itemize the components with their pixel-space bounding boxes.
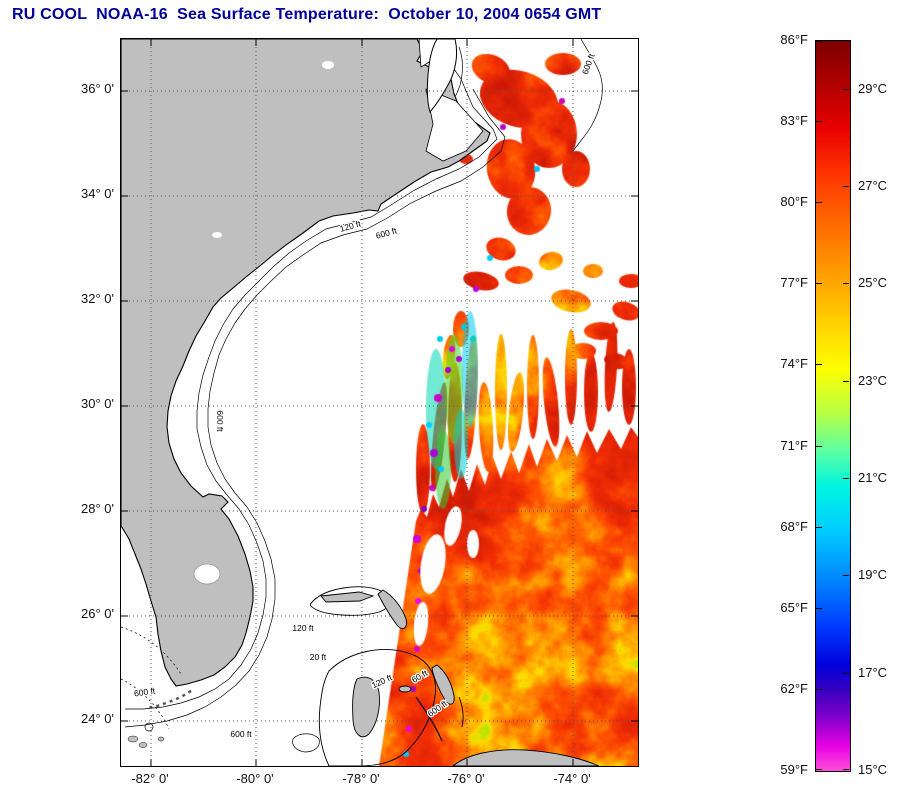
new-providence-island xyxy=(398,685,412,693)
colorbar-c-label: 29°C xyxy=(858,80,888,96)
colorbar-tick xyxy=(816,526,822,528)
colorbar-f-label: 77°F xyxy=(780,275,808,291)
land-group xyxy=(121,39,491,710)
coastline-land xyxy=(121,39,491,687)
contour-label: 600 ft xyxy=(133,686,156,699)
cat-island xyxy=(458,696,464,728)
islands xyxy=(127,586,600,766)
lake-okeechobee xyxy=(193,563,221,585)
colorbar-tick xyxy=(816,445,822,447)
little-bahama-bank xyxy=(309,586,391,616)
contour-label: 600 ft xyxy=(215,410,225,432)
colorbar-tick xyxy=(816,202,822,204)
colorbar-c-label: 15°C xyxy=(858,762,888,777)
islet-1 xyxy=(127,735,139,743)
isobath-gulf-2 xyxy=(121,678,170,730)
colorbar-f-label: 80°F xyxy=(780,194,808,210)
colorbar-f-label: 74°F xyxy=(780,356,808,372)
colorbar-tick xyxy=(816,688,822,690)
isobath-gulf-1 xyxy=(121,626,182,675)
colorbar-f-label: 86°F xyxy=(780,32,808,47)
contour-label: 600 ft xyxy=(375,225,399,241)
x-axis-label: -78° 0' xyxy=(342,771,380,786)
isobath-delmarva xyxy=(454,46,463,98)
cay-sal-bank xyxy=(292,733,320,753)
map-overlay: 600 ft 120 ft 600 ft 600 ft 120 ft 20 ft 120 f… xyxy=(121,39,638,766)
x-axis-label: -82° 0' xyxy=(131,771,169,786)
islet-2 xyxy=(138,742,148,748)
colorbar-f-label: 83°F xyxy=(780,113,808,129)
tortugas-contour xyxy=(144,722,154,732)
eleuthera-island xyxy=(431,664,455,705)
exuma-chain xyxy=(415,696,443,742)
colorbar-c-label: 25°C xyxy=(858,275,888,291)
colorbar-f-label: 68°F xyxy=(780,518,808,534)
y-axis-label: 24° 0' xyxy=(81,711,114,726)
isobath-60ft xyxy=(125,68,498,710)
colorbar-c-label: 17°C xyxy=(858,664,888,680)
colorbar-c-label: 21°C xyxy=(858,470,888,485)
contour-label: 120 ft xyxy=(339,218,363,234)
colorbar-f-label: 59°F xyxy=(780,762,808,777)
colorbar-tick xyxy=(843,88,849,90)
colorbar-f-label: 62°F xyxy=(780,680,808,696)
page-title: RU COOL NOAA-16 Sea Surface Temperature:… xyxy=(12,6,602,23)
colorbar-c-label: 19°C xyxy=(858,567,888,583)
y-axis-label: 30° 0' xyxy=(81,396,114,411)
x-axis-label: -80° 0' xyxy=(236,771,274,786)
colorbar xyxy=(815,40,851,772)
contour-label: 60 ft xyxy=(410,668,430,685)
bathymetry-contours xyxy=(121,39,603,753)
colorbar-tick xyxy=(843,769,849,770)
colorbar-f-label: 65°F xyxy=(780,599,808,615)
colorbar-tick xyxy=(816,283,822,285)
isobath-northeast xyxy=(572,39,603,152)
map-plot: 600 ft 120 ft 600 ft 600 ft 120 ft 20 ft 120 f… xyxy=(120,38,639,767)
colorbar-tick xyxy=(816,769,822,770)
pamlico-sound xyxy=(425,88,484,162)
cloud-over-land-2 xyxy=(212,232,222,238)
x-axis-label: -74° 0' xyxy=(553,771,591,786)
colorbar-tick xyxy=(843,672,849,674)
colorbar-tick xyxy=(843,575,849,577)
y-axis-label: 36° 0' xyxy=(81,81,114,96)
x-axis-label: -76° 0' xyxy=(447,771,485,786)
contour-label: 120 ft xyxy=(370,672,394,690)
colorbar-c-label: 27°C xyxy=(858,178,888,193)
colorbar-tick xyxy=(816,121,822,123)
tick-marks xyxy=(121,39,638,766)
colorbar-tick xyxy=(843,478,849,479)
y-axis-label: 28° 0' xyxy=(81,501,114,516)
delmarva-peninsula xyxy=(426,39,458,114)
contour-label: 600 ft xyxy=(580,52,597,76)
colorbar-tick xyxy=(816,364,822,366)
y-axis-label: 26° 0' xyxy=(81,606,114,621)
colorbar-tick xyxy=(843,186,849,187)
andros-island xyxy=(352,676,380,738)
cuba-coast xyxy=(452,749,600,766)
colorbar-tick xyxy=(843,380,849,382)
contour-label: 20 ft xyxy=(310,652,327,662)
y-axis-label: 32° 0' xyxy=(81,291,114,306)
colorbar-tick xyxy=(816,607,822,609)
cloud-over-land-1 xyxy=(322,61,334,69)
great-bahama-bank xyxy=(318,649,436,766)
abaco-island xyxy=(377,589,407,629)
colorbar-c-label: 23°C xyxy=(858,372,888,388)
florida-keys xyxy=(146,689,192,710)
colorbar-tick xyxy=(816,41,822,42)
colorbar-tick xyxy=(843,283,849,285)
grand-bahama-island xyxy=(320,591,375,603)
y-axis-label: 34° 0' xyxy=(81,186,114,201)
contour-label: 600 ft xyxy=(230,729,252,739)
isobath-600ft xyxy=(124,88,506,728)
colorbar-f-label: 71°F xyxy=(780,437,808,453)
islet-3 xyxy=(157,736,165,742)
contour-label: 120 ft xyxy=(292,623,314,633)
